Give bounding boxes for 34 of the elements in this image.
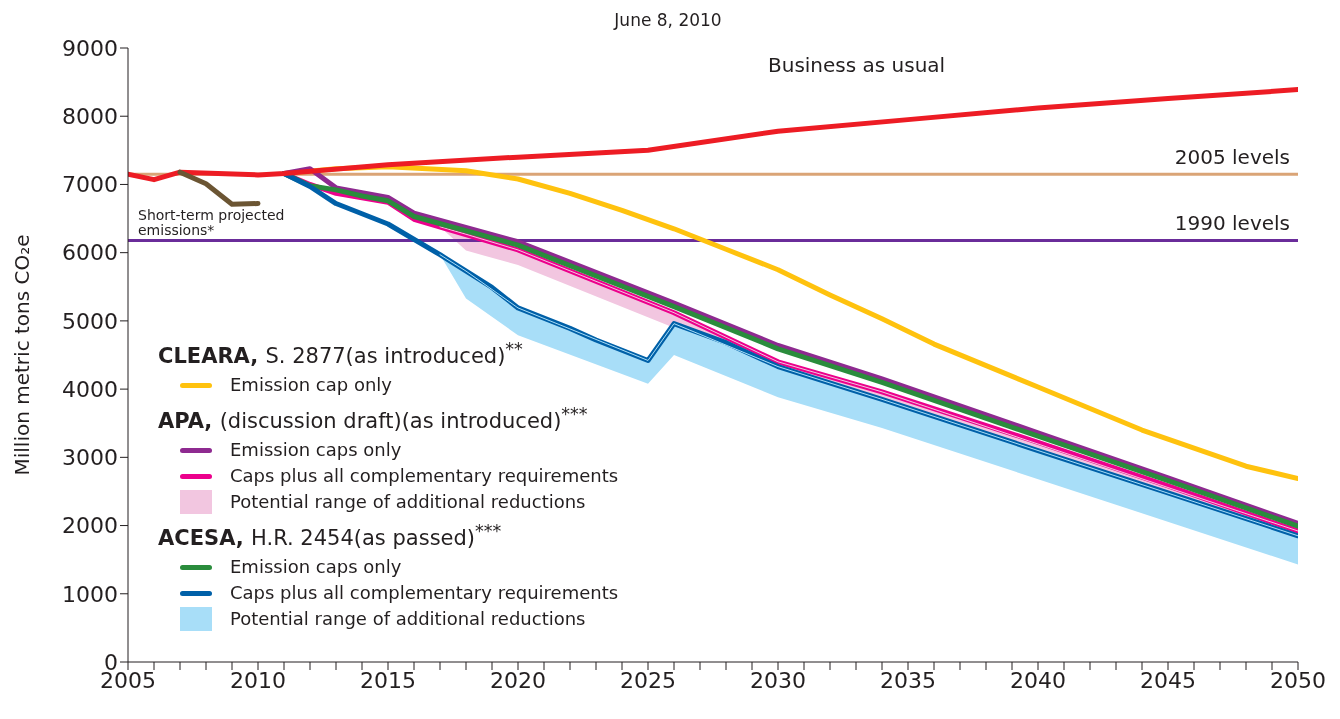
y-tick-label: 6000 xyxy=(62,240,118,266)
x-tick-label: 2020 xyxy=(490,667,546,693)
y-tick-label: 5000 xyxy=(62,308,118,334)
y-axis-title: Million metric tons CO₂e xyxy=(10,234,35,476)
legend-label: Potential range of additional reductions xyxy=(230,490,586,514)
annotation: CLEARA, S. 2877(as introduced)$^{**}$ xyxy=(158,339,523,368)
y-tick-label: 4000 xyxy=(62,376,118,402)
legend-label: Emission cap only xyxy=(230,373,392,397)
y-tick-label: 8000 xyxy=(62,104,118,130)
legend-label: Caps plus all complementary requirements xyxy=(230,581,619,605)
series-label: Short-term projected emissions* xyxy=(138,207,286,238)
y-tick-label: 2000 xyxy=(62,513,118,539)
legend-label: Emission caps only xyxy=(230,555,402,579)
x-tick-label: 2035 xyxy=(880,667,936,693)
legend-label: Caps plus all complementary requirements xyxy=(230,464,619,488)
x-tick-label: 2030 xyxy=(750,667,806,693)
legend-label: Emission caps only xyxy=(230,438,402,462)
x-tick-label: 2015 xyxy=(360,667,416,693)
annotation: ACESA, H.R. 2454(as passed)$^{***}$ xyxy=(158,521,502,550)
ref-line-label: 1990 levels xyxy=(1174,211,1290,236)
y-tick-label: 1000 xyxy=(62,581,118,607)
y-tick-label: 3000 xyxy=(62,445,118,471)
x-tick-label: 2025 xyxy=(620,667,676,693)
y-tick-label: 9000 xyxy=(62,35,118,61)
y-tick-label: 7000 xyxy=(62,172,118,198)
series-label: Business as usual xyxy=(768,53,946,77)
x-tick-label: 2045 xyxy=(1140,667,1196,693)
x-tick-label: 2040 xyxy=(1010,667,1066,693)
x-tick-label: 2050 xyxy=(1270,667,1326,693)
legend-label: Potential range of additional reductions xyxy=(230,607,586,631)
chart-subtitle: June 8, 2010 xyxy=(612,10,723,30)
annotation: APA, (discussion draft)(as introduced)$^{***}$ xyxy=(158,404,588,433)
x-tick-label: 2010 xyxy=(230,667,286,693)
ref-line-label: 2005 levels xyxy=(1174,145,1290,170)
